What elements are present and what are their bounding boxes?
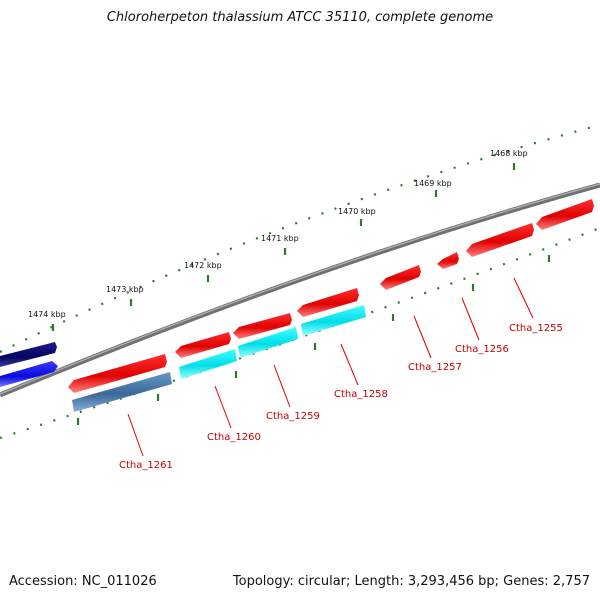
cds-1258: [297, 288, 359, 317]
cds-1260: [175, 332, 231, 358]
feature-blue: [0, 361, 58, 387]
scale-label: 1469 kbp: [414, 179, 452, 188]
gene-label: Ctha_1259: [266, 411, 320, 422]
scale-label: 1471 kbp: [261, 234, 299, 243]
feature-cyan-3: [301, 305, 366, 336]
genome-backbone-highlight: [0, 183, 600, 395]
scale-label: 1468 kbp: [490, 149, 528, 158]
scale-label: 1472 kbp: [184, 261, 222, 270]
cds-1256: [437, 252, 459, 269]
feature-cyan-2: [238, 327, 298, 358]
map-title: Chloroherpeton thalassium ATCC 35110, co…: [106, 10, 494, 25]
gene-label: Ctha_1255: [509, 323, 563, 334]
genome-backbone: [0, 182, 600, 398]
scale-label: 1474 kbp: [28, 310, 66, 319]
gene-label: Ctha_1260: [207, 432, 261, 443]
gene-label: Ctha_1256: [455, 344, 509, 355]
genome-summary: Topology: circular; Length: 3,293,456 bp…: [232, 574, 590, 589]
cds-1257: [380, 265, 421, 290]
gene-label: Ctha_1257: [408, 362, 462, 373]
cds-next: [536, 199, 594, 230]
feature-steel: [72, 372, 172, 412]
scale-label: 1470 kbp: [338, 207, 376, 216]
gene-label: Ctha_1258: [334, 389, 388, 400]
feature-navy: [0, 342, 57, 367]
feature-cyan-1: [179, 349, 237, 379]
gene-leader-lines: [127, 277, 534, 457]
cds-1261: [68, 354, 167, 393]
cds-1259: [233, 313, 292, 339]
accession-label: Accession: NC_011026: [9, 574, 157, 589]
gene-label: Ctha_1261: [119, 460, 173, 471]
inner-major-ticks: [76, 255, 551, 425]
scale-label: 1473 kbp: [106, 285, 144, 294]
cds-1255: [466, 223, 534, 257]
outer-major-ticks: [51, 163, 516, 331]
